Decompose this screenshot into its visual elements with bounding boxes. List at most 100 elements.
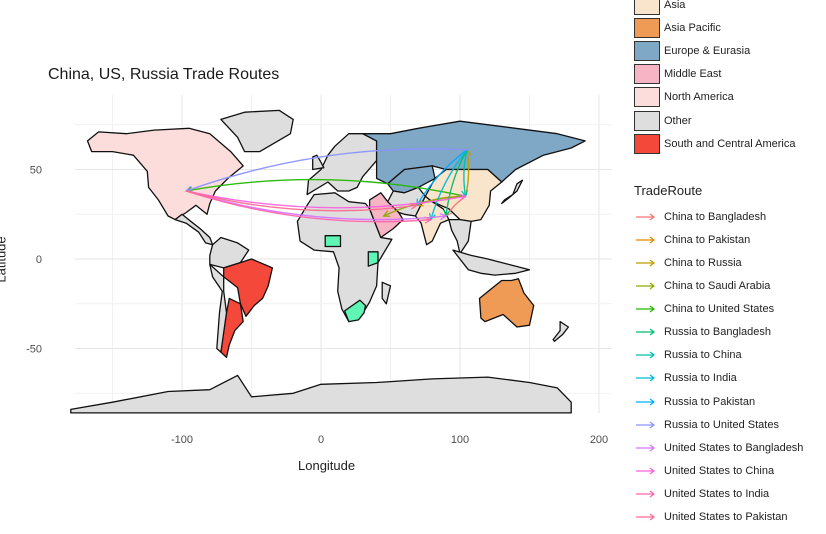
region-australia: [478, 278, 535, 328]
region-legend-swatch: [634, 110, 660, 131]
route-legend-item: Russia to Bangladesh: [634, 322, 771, 342]
trade-route-arrowhead: [439, 213, 448, 221]
route-legend-arrow-icon: [634, 322, 656, 342]
region-central-america: [174, 213, 214, 246]
route-legend-item: China to Pakistan: [634, 230, 750, 250]
trade-route-line: [186, 178, 466, 198]
region-legend-item: Asia Pacific: [634, 17, 721, 39]
route-legend-item: Russia to Pakistan: [634, 392, 755, 412]
trade-route-line: [185, 148, 467, 192]
route-legend-arrow-icon: [634, 253, 656, 273]
region-kenya: [367, 251, 379, 267]
region-russia-eurasia: [362, 120, 586, 185]
route-legend-arrow-icon: [634, 461, 656, 481]
x-axis-label: Longitude: [298, 458, 356, 473]
region-legend-label: North America: [664, 91, 734, 104]
route-legend-item: China to United States: [634, 299, 774, 319]
region-legend-item: Europe & Eurasia: [634, 40, 750, 62]
route-legend-arrow-icon: [634, 299, 656, 319]
region-legend-swatch: [634, 87, 660, 108]
region-legend-item: Other: [634, 110, 692, 132]
region-north-america: [86, 127, 244, 221]
trade-route-line: [185, 190, 431, 223]
route-legend-label: Russia to United States: [664, 418, 779, 431]
region-legend-item: North America: [634, 86, 734, 108]
region-new-zealand: [552, 320, 570, 342]
route-legend-label: China to Pakistan: [664, 234, 751, 247]
region-antarctica: [70, 374, 572, 414]
region-legend-item: South and Central America: [634, 133, 795, 155]
route-legend-label: United States to China: [664, 464, 775, 477]
route-legend-arrow-icon: [634, 230, 656, 250]
chart-title: China, US, Russia Trade Routes: [48, 66, 280, 83]
route-legend-arrow-icon: [634, 415, 656, 435]
region-legend-swatch: [634, 133, 660, 154]
region-japan: [501, 179, 524, 205]
route-legend-label: Russia to Pakistan: [664, 395, 756, 408]
route-legend-label: Russia to China: [664, 349, 742, 362]
route-legend-item: Russia to United States: [634, 415, 779, 435]
trade-route-line: [186, 190, 466, 209]
route-legend-item: United States to India: [634, 484, 769, 504]
region-greenland: [220, 109, 294, 153]
route-legend-item: Russia to China: [634, 345, 742, 365]
region-uk: [312, 154, 325, 171]
route-legend-title: TradeRoute: [634, 183, 703, 198]
route-legend-label: United States to Pakistan: [664, 510, 788, 523]
route-legend-item: United States to Pakistan: [634, 507, 788, 527]
route-legend-arrow-icon: [634, 484, 656, 504]
route-legend-label: United States to Bangladesh: [664, 441, 804, 454]
trade-route-line: [430, 149, 468, 220]
route-legend-item: China to Bangladesh: [634, 207, 766, 227]
route-legend-label: Russia to India: [664, 372, 737, 385]
route-legend-item: China to Saudi Arabia: [634, 276, 770, 296]
region-southeast-asia: [448, 218, 472, 255]
trade-route-arrowhead: [458, 193, 467, 201]
trade-route-line: [416, 149, 468, 206]
route-legend-arrow-icon: [634, 345, 656, 365]
region-legend-item: Asia: [634, 0, 685, 16]
region-legend-label: Middle East: [664, 68, 722, 81]
region-nigeria: [324, 235, 342, 248]
route-legend-item: China to Russia: [634, 253, 742, 273]
trade-route-line: [463, 149, 468, 197]
trade-route-line: [185, 190, 418, 212]
route-legend-label: United States to India: [664, 487, 770, 500]
route-legend-item: Russia to India: [634, 368, 737, 388]
region-madagascar: [381, 281, 392, 305]
y-tick-label: 0: [36, 254, 42, 266]
x-tick-label: -100: [171, 434, 193, 446]
region-legend-label: Asia: [664, 0, 686, 11]
route-legend-arrow-icon: [634, 438, 656, 458]
region-legend-swatch: [634, 41, 660, 62]
region-west-south-america: [209, 263, 228, 353]
route-legend-arrow-icon: [634, 392, 656, 412]
route-legend-arrow-icon: [634, 507, 656, 527]
route-legend-arrow-icon: [634, 276, 656, 296]
region-indonesia: [452, 249, 531, 276]
region-africa: [296, 192, 393, 323]
y-tick-label: 50: [30, 165, 42, 177]
route-legend-item: United States to China: [634, 461, 774, 481]
x-tick-label: 200: [590, 434, 608, 446]
y-tick-label: -50: [26, 344, 42, 356]
trade-route-arrowhead: [382, 210, 391, 217]
route-legend-label: China to Bangladesh: [664, 211, 767, 223]
y-axis-label: Latitude: [0, 236, 9, 283]
route-legend-item: United States to Bangladesh: [634, 438, 803, 458]
region-legend-swatch: [634, 0, 660, 15]
region-legend-swatch: [634, 18, 660, 39]
x-tick-label: 0: [318, 434, 324, 446]
region-legend-label: Other: [664, 114, 692, 127]
route-legend-label: China to United States: [664, 303, 775, 316]
trade-route-arrowhead: [410, 202, 419, 210]
region-legend-swatch: [634, 64, 660, 85]
route-legend-arrow-icon: [634, 368, 656, 388]
region-brazil: [223, 258, 274, 317]
trade-route-arrowhead: [424, 216, 433, 224]
region-legend-item: Middle East: [634, 63, 721, 85]
x-tick-label: 100: [451, 434, 469, 446]
region-legend-label: Asia Pacific: [664, 22, 721, 35]
trade-route-line: [445, 149, 468, 217]
